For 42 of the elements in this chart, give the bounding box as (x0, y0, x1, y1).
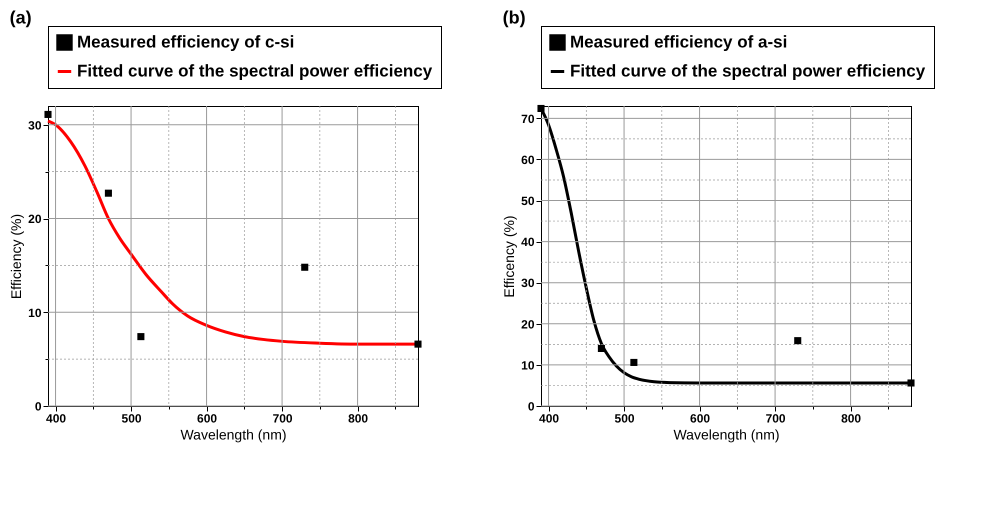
point (301, 264, 308, 271)
y-tick-label: 40 (521, 235, 535, 250)
y-tick-label: 60 (521, 152, 535, 167)
point (537, 104, 545, 112)
y-tick-label: 0 (528, 400, 535, 414)
legend-label: Fitted curve of the spectral power efficiency (77, 62, 433, 80)
x-tick-label: 600 (690, 412, 710, 426)
x-tick-label: 700 (766, 412, 786, 426)
x-tick-label: 600 (197, 412, 218, 426)
y-tick-label: 0 (34, 400, 42, 414)
y-tick-label: 10 (521, 358, 535, 372)
y-axis-title: Efficiency (%) (8, 214, 24, 300)
point (414, 340, 422, 348)
legend-label: Measured efficiency of a-si (570, 32, 788, 52)
point (137, 333, 144, 340)
chart-title: (b) (502, 8, 526, 28)
chart-title: (a) (10, 8, 32, 28)
y-tick-label: 70 (521, 112, 535, 126)
y-tick-label: 20 (28, 212, 42, 226)
point (630, 358, 638, 366)
x-axis-title: Wavelength (nm) (180, 426, 287, 442)
legend-label: Fitted curve of the spectral power efficiency (570, 62, 926, 80)
y-tick-label: 30 (521, 276, 535, 290)
legend-label: Measured efficiency of c-si (77, 32, 294, 52)
y-tick-label: 50 (521, 194, 535, 208)
x-tick-label: 700 (272, 412, 293, 426)
x-tick-label: 500 (122, 412, 142, 426)
point (598, 344, 605, 352)
x-axis-title: Wavelength (nm) (673, 426, 780, 442)
y-axis-title: Efficency (%) (501, 215, 518, 298)
x-tick-label: 800 (348, 412, 368, 426)
point (44, 110, 52, 118)
x-tick-label: 400 (539, 412, 560, 426)
point (907, 379, 915, 387)
y-tick-label: 20 (521, 317, 535, 332)
x-tick-label: 500 (614, 412, 635, 426)
y-tick-label: 30 (28, 118, 42, 132)
x-tick-label: 400 (46, 412, 66, 426)
point (794, 337, 802, 344)
y-tick-label: 10 (28, 306, 42, 320)
point (104, 190, 112, 197)
x-tick-label: 800 (841, 412, 862, 426)
